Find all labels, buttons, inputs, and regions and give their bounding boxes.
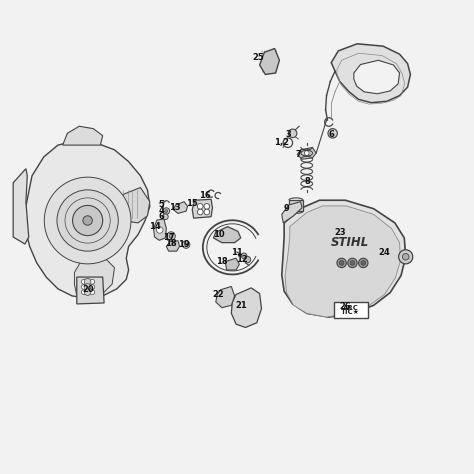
Text: 8: 8 [305,177,310,186]
Circle shape [350,261,355,265]
Circle shape [348,258,357,268]
Circle shape [399,250,413,264]
Circle shape [304,151,309,155]
Text: 18: 18 [216,257,228,266]
Circle shape [73,205,103,236]
Circle shape [163,214,168,219]
Text: ARC: ARC [343,305,358,310]
Circle shape [361,261,365,265]
Polygon shape [154,219,166,240]
Text: 25: 25 [252,54,264,63]
Text: 3: 3 [285,130,291,139]
Circle shape [337,258,346,268]
Circle shape [156,227,163,233]
Circle shape [339,261,344,265]
Text: 24: 24 [378,247,390,256]
Polygon shape [282,200,406,317]
Circle shape [288,129,297,137]
Circle shape [204,203,210,209]
Polygon shape [289,200,303,211]
Text: 22: 22 [212,290,224,299]
Polygon shape [216,286,235,308]
Circle shape [328,128,337,138]
Text: 6: 6 [159,212,164,221]
Text: 1,2: 1,2 [274,138,289,147]
Circle shape [82,290,86,294]
Polygon shape [285,206,401,317]
Circle shape [241,253,247,259]
Circle shape [82,284,86,289]
Circle shape [90,290,95,294]
Circle shape [402,254,409,260]
Polygon shape [354,60,400,94]
Text: 11: 11 [231,247,243,256]
Text: 14: 14 [149,222,160,231]
Circle shape [90,284,95,289]
Polygon shape [77,277,104,304]
Text: 9: 9 [283,204,289,213]
Text: 18: 18 [165,239,177,248]
Text: 5: 5 [159,201,164,210]
Text: 13: 13 [169,203,181,212]
Text: STIHL: STIHL [331,236,369,249]
Polygon shape [231,288,262,328]
Text: 10: 10 [213,230,225,239]
Circle shape [84,283,91,290]
Polygon shape [25,140,150,298]
Polygon shape [74,256,115,296]
Circle shape [163,208,170,214]
Circle shape [165,210,168,212]
Text: 15: 15 [186,199,198,208]
Polygon shape [225,258,239,270]
Circle shape [224,231,231,238]
Text: 21: 21 [235,301,246,310]
Circle shape [244,256,251,263]
Circle shape [185,243,188,246]
Text: TIC★: TIC★ [341,310,360,315]
Polygon shape [260,48,279,74]
Text: 4: 4 [159,206,164,215]
Polygon shape [297,147,316,159]
Polygon shape [166,241,180,251]
Circle shape [197,209,203,215]
Circle shape [84,278,91,285]
Polygon shape [114,188,150,223]
Polygon shape [331,44,410,103]
Polygon shape [63,126,103,145]
Polygon shape [173,201,188,213]
Circle shape [83,216,92,225]
Circle shape [82,279,86,284]
Circle shape [358,258,368,268]
Polygon shape [192,199,212,218]
Circle shape [167,232,175,240]
Text: 20: 20 [83,285,94,294]
Text: 16: 16 [199,191,211,200]
Polygon shape [282,201,302,223]
Circle shape [182,241,190,248]
Text: 19: 19 [178,240,190,249]
Polygon shape [334,302,368,318]
Text: 26: 26 [339,302,351,311]
Circle shape [44,177,131,264]
Text: 6: 6 [328,130,334,139]
Text: 17: 17 [163,233,174,242]
Circle shape [90,279,95,284]
Circle shape [57,190,118,251]
Circle shape [169,234,173,238]
Circle shape [197,203,203,209]
Circle shape [84,289,91,295]
Text: 12: 12 [236,255,247,264]
Polygon shape [213,227,241,243]
Text: 7: 7 [295,150,301,159]
Polygon shape [13,169,29,244]
Circle shape [204,209,210,215]
Text: 23: 23 [335,228,346,237]
